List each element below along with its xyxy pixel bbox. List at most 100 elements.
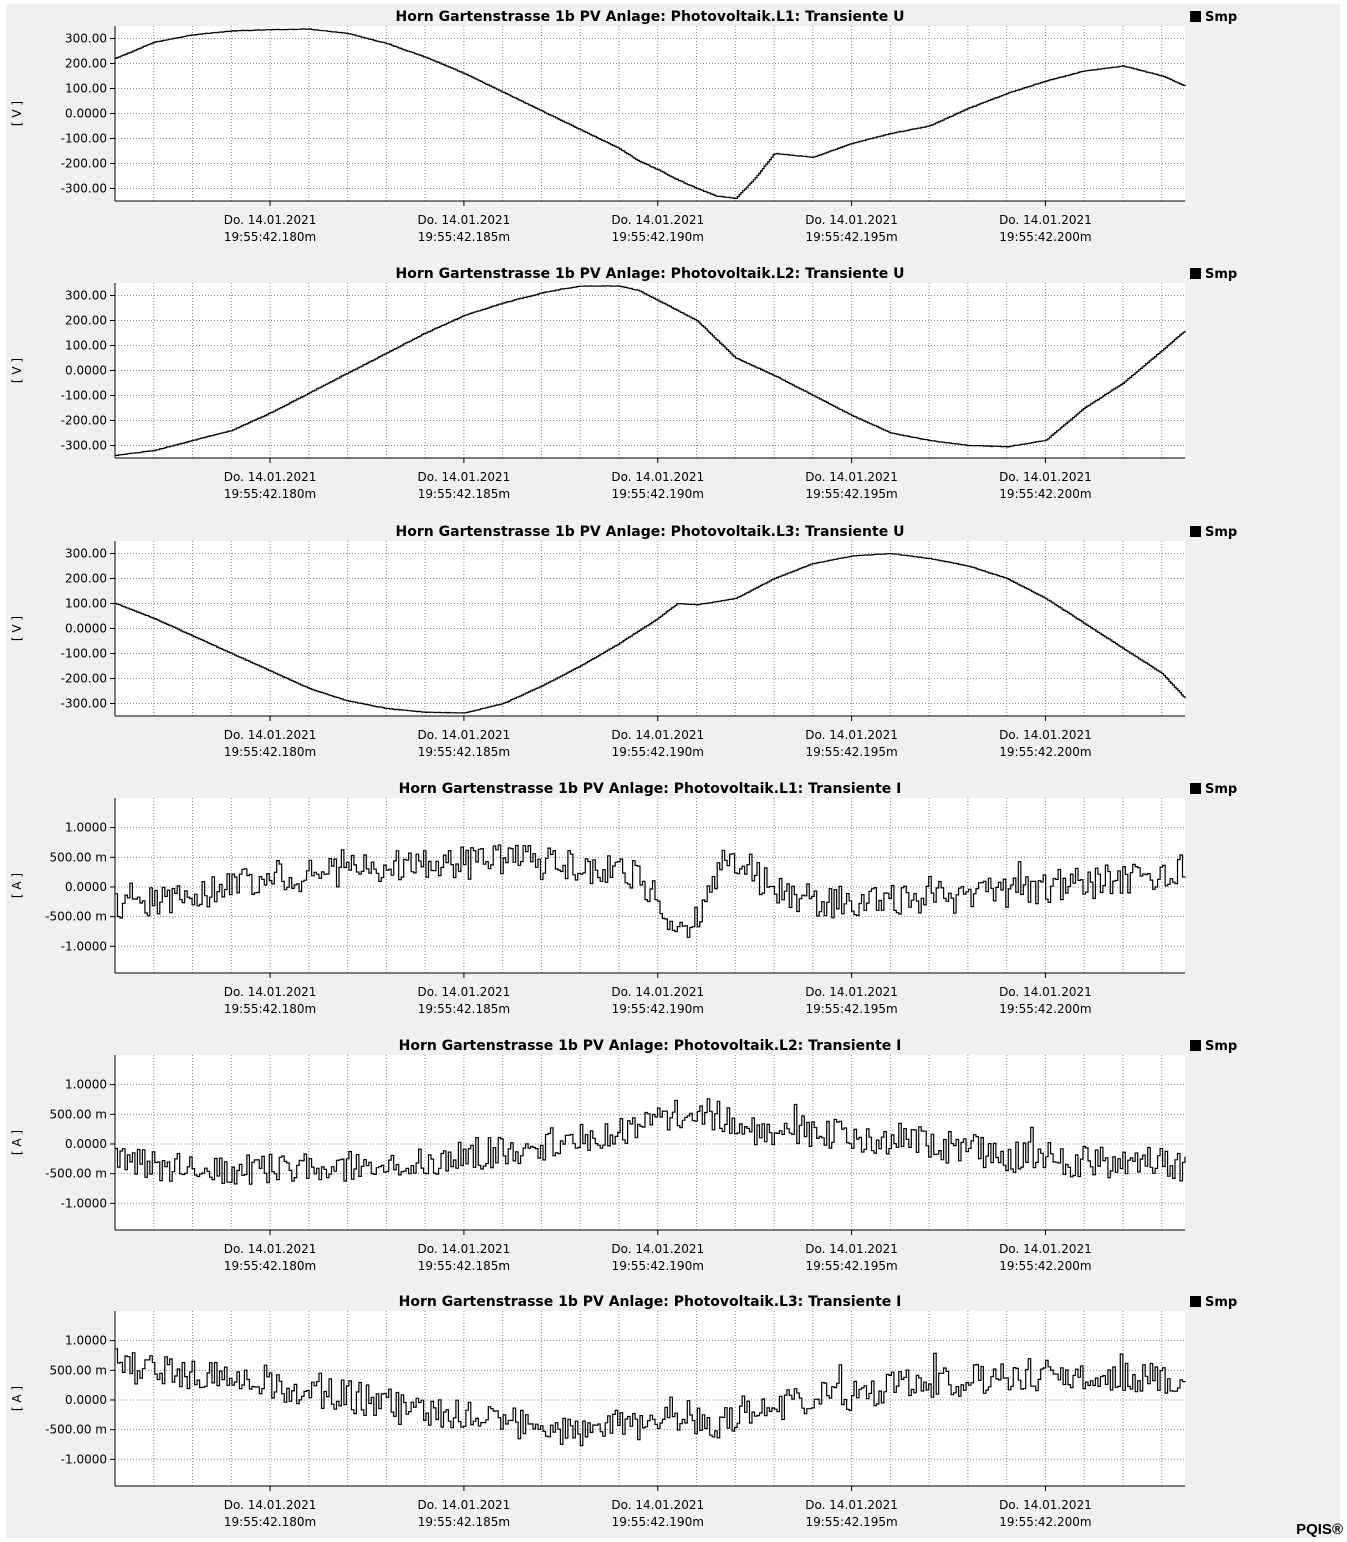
x-tick-time: 19:55:42.200m [999, 1515, 1091, 1529]
x-tick-time: 19:55:42.185m [418, 745, 510, 759]
y-tick-label: -300.00 [61, 439, 107, 453]
x-tick-date: Do. 14.01.2021 [418, 1498, 511, 1512]
chart-title: Horn Gartenstrasse 1b PV Anlage: Photovo… [399, 1294, 902, 1310]
y-tick-label: 100.00 [65, 82, 107, 96]
x-tick-date: Do. 14.01.2021 [805, 728, 898, 742]
y-tick-label: 100.00 [65, 339, 107, 353]
y-tick-label: 1.0000 [65, 821, 107, 835]
legend-swatch [1190, 526, 1201, 537]
legend-label: Smp [1205, 525, 1237, 540]
y-axis-label: [ V ] [10, 358, 24, 383]
chart-title: Horn Gartenstrasse 1b PV Anlage: Photovo… [399, 1038, 902, 1054]
y-tick-label: -100.00 [61, 647, 107, 661]
x-tick-date: Do. 14.01.2021 [224, 728, 317, 742]
y-tick-label: -1.0000 [61, 1452, 107, 1466]
series-smp-trace [115, 844, 1186, 938]
y-axis-label: [ V ] [10, 616, 24, 641]
y-tick-label: 300.00 [65, 289, 107, 303]
x-tick-date: Do. 14.01.2021 [805, 213, 898, 227]
y-tick-label: 0.0000 [65, 1393, 107, 1407]
x-tick-date: Do. 14.01.2021 [418, 470, 511, 484]
chart-panel-2: Horn Gartenstrasse 1b PV Anlage: Photovo… [10, 266, 1237, 501]
x-tick-date: Do. 14.01.2021 [805, 985, 898, 999]
y-tick-label: -300.00 [61, 697, 107, 711]
y-tick-label: 300.00 [65, 547, 107, 561]
y-tick-label: -100.00 [61, 389, 107, 403]
chart-title: Horn Gartenstrasse 1b PV Anlage: Photovo… [396, 524, 905, 540]
x-tick-time: 19:55:42.200m [999, 487, 1091, 501]
x-tick-date: Do. 14.01.2021 [999, 470, 1092, 484]
y-tick-label: -1.0000 [61, 1196, 107, 1210]
y-tick-label: 200.00 [65, 57, 107, 71]
legend-label: Smp [1205, 267, 1237, 282]
y-tick-label: 200.00 [65, 314, 107, 328]
chart-title: Horn Gartenstrasse 1b PV Anlage: Photovo… [396, 266, 905, 282]
x-tick-time: 19:55:42.190m [612, 1002, 704, 1016]
legend-label: Smp [1205, 10, 1237, 25]
y-tick-label: 0.0000 [65, 364, 107, 378]
x-tick-date: Do. 14.01.2021 [611, 985, 704, 999]
x-tick-time: 19:55:42.190m [612, 230, 704, 244]
x-tick-date: Do. 14.01.2021 [805, 470, 898, 484]
x-tick-time: 19:55:42.195m [805, 1259, 897, 1273]
series-smp-trace [115, 1348, 1186, 1447]
legend-label: Smp [1205, 782, 1237, 797]
chart-panel-5: Horn Gartenstrasse 1b PV Anlage: Photovo… [10, 1038, 1237, 1273]
x-tick-date: Do. 14.01.2021 [999, 213, 1092, 227]
legend-label: Smp [1205, 1039, 1237, 1054]
x-tick-date: Do. 14.01.2021 [224, 470, 317, 484]
y-axis-label: [ A ] [10, 1386, 24, 1411]
x-tick-date: Do. 14.01.2021 [611, 1242, 704, 1256]
y-tick-label: 0.0000 [65, 1137, 107, 1151]
x-tick-time: 19:55:42.195m [805, 1515, 897, 1529]
x-tick-date: Do. 14.01.2021 [224, 1242, 317, 1256]
y-tick-label: -1.0000 [61, 939, 107, 953]
report-frame [6, 4, 1340, 1538]
y-tick-label: 1.0000 [65, 1334, 107, 1348]
x-tick-time: 19:55:42.190m [612, 1259, 704, 1273]
x-tick-date: Do. 14.01.2021 [999, 728, 1092, 742]
x-tick-time: 19:55:42.200m [999, 745, 1091, 759]
x-tick-date: Do. 14.01.2021 [999, 1242, 1092, 1256]
x-tick-time: 19:55:42.185m [418, 487, 510, 501]
chart-panel-6: Horn Gartenstrasse 1b PV Anlage: Photovo… [10, 1294, 1237, 1529]
x-tick-date: Do. 14.01.2021 [999, 985, 1092, 999]
y-tick-label: -200.00 [61, 157, 107, 171]
x-tick-time: 19:55:42.190m [612, 487, 704, 501]
legend-label: Smp [1205, 1295, 1237, 1310]
chart-title: Horn Gartenstrasse 1b PV Anlage: Photovo… [396, 9, 905, 25]
series-smp-trace [115, 553, 1186, 714]
y-tick-label: 1.0000 [65, 1078, 107, 1092]
x-tick-time: 19:55:42.180m [224, 1259, 316, 1273]
x-tick-time: 19:55:42.190m [612, 1515, 704, 1529]
x-tick-date: Do. 14.01.2021 [224, 1498, 317, 1512]
x-tick-time: 19:55:42.180m [224, 1002, 316, 1016]
chart-panel-1: Horn Gartenstrasse 1b PV Anlage: Photovo… [10, 9, 1237, 244]
y-tick-label: 200.00 [65, 572, 107, 586]
x-tick-time: 19:55:42.195m [805, 1002, 897, 1016]
y-tick-label: 100.00 [65, 597, 107, 611]
legend-swatch [1190, 783, 1201, 794]
x-tick-time: 19:55:42.185m [418, 230, 510, 244]
pqis-brand-label: PQIS® [1296, 1521, 1343, 1538]
y-axis-label: [ A ] [10, 1130, 24, 1155]
x-tick-date: Do. 14.01.2021 [224, 985, 317, 999]
x-tick-time: 19:55:42.195m [805, 230, 897, 244]
x-tick-date: Do. 14.01.2021 [805, 1498, 898, 1512]
x-tick-time: 19:55:42.195m [805, 487, 897, 501]
y-tick-label: 0.0000 [65, 880, 107, 894]
legend-swatch [1190, 1296, 1201, 1307]
legend-swatch [1190, 268, 1201, 279]
y-tick-label: 500.00 m [50, 1363, 108, 1377]
chart-title: Horn Gartenstrasse 1b PV Anlage: Photovo… [399, 781, 902, 797]
x-tick-time: 19:55:42.180m [224, 230, 316, 244]
x-tick-date: Do. 14.01.2021 [418, 728, 511, 742]
x-tick-date: Do. 14.01.2021 [418, 985, 511, 999]
y-tick-label: -500.00 m [45, 910, 107, 924]
y-tick-label: 500.00 m [50, 850, 108, 864]
y-tick-label: -100.00 [61, 132, 107, 146]
y-tick-label: -300.00 [61, 182, 107, 196]
y-tick-label: -200.00 [61, 414, 107, 428]
x-tick-time: 19:55:42.185m [418, 1259, 510, 1273]
